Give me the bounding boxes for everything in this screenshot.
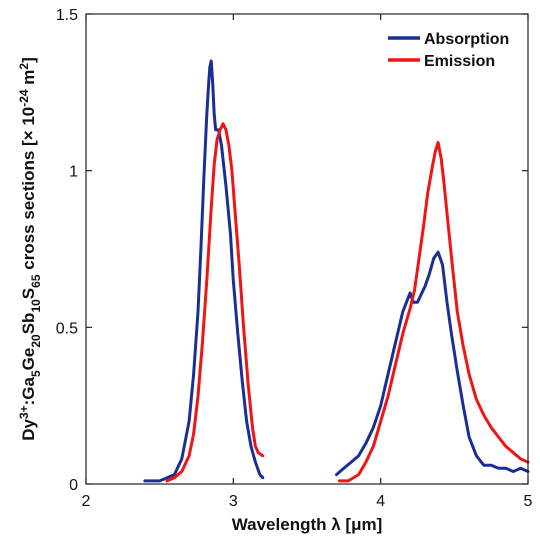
x-tick-label: 4 bbox=[376, 493, 385, 510]
y-tick-label: 0.5 bbox=[56, 320, 78, 337]
series-line-absorption-band-2 bbox=[335, 250, 530, 477]
x-axis-label: Wavelength λ [μm] bbox=[232, 515, 383, 534]
y-axis-label-sub4: 65 bbox=[29, 274, 43, 288]
y-axis-label-mid1: :Ga bbox=[19, 376, 38, 405]
y-axis-label-mid2: Ge bbox=[19, 348, 38, 371]
series-layer bbox=[143, 59, 530, 483]
y-axis-label-suffix: ] bbox=[19, 57, 38, 63]
y-tick-label: 1 bbox=[69, 164, 78, 181]
series-line-absorption-band-1 bbox=[143, 59, 265, 483]
y-axis-label-sub2: 20 bbox=[29, 334, 43, 348]
y-axis-label-prefix: Dy bbox=[19, 419, 38, 441]
y-axis-label: Dy3+:Ga5Ge20Sb10S65 cross sections [× 10… bbox=[17, 57, 43, 441]
y-axis-label-sub3: 10 bbox=[29, 299, 43, 313]
y-axis-label-sub1: 5 bbox=[29, 370, 43, 377]
plot-frame bbox=[85, 13, 529, 485]
y-axis-label-sup2: -24 bbox=[17, 89, 31, 107]
legend-label-emission: Emission bbox=[424, 53, 495, 70]
x-tick-label: 3 bbox=[229, 493, 238, 510]
ticks-layer: 2 3 4 5 0 0.5 1 1.5 bbox=[56, 7, 533, 510]
x-tick-label: 5 bbox=[524, 493, 533, 510]
y-axis-label-mid3: Sb bbox=[19, 313, 38, 335]
series-line-emission-band-2 bbox=[337, 141, 530, 483]
y-tick-label: 0 bbox=[69, 477, 78, 494]
y-axis-label-sup3: 2 bbox=[17, 63, 31, 70]
y-axis-label-mid4: S bbox=[19, 288, 38, 299]
legend-label-absorption: Absorption bbox=[424, 31, 509, 48]
y-tick-label: 1.5 bbox=[56, 7, 78, 24]
y-axis-label-sup1: 3+ bbox=[17, 405, 31, 419]
x-tick-label: 2 bbox=[82, 493, 91, 510]
y-axis-label-mid5: cross sections [× 10 bbox=[19, 107, 38, 275]
legend: Absorption Emission bbox=[388, 31, 509, 70]
y-axis-label-mid6: m bbox=[19, 70, 38, 90]
series-line-emission-band-1 bbox=[165, 122, 265, 483]
